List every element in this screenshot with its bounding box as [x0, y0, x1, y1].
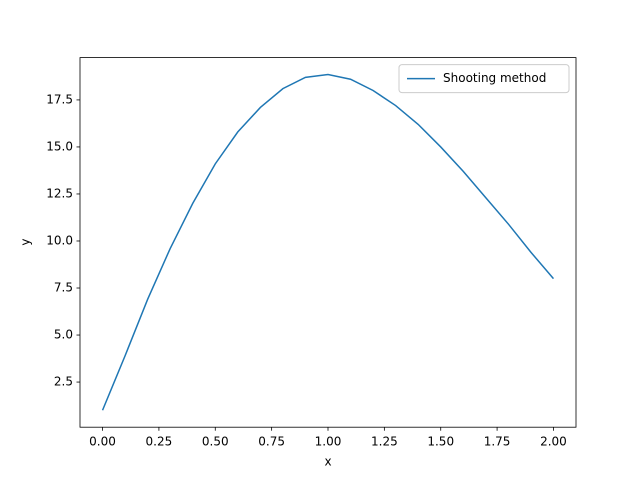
- x-tick-label: 2.00: [540, 435, 567, 449]
- y-tick-label: 10.0: [46, 233, 73, 247]
- y-tick-label: 17.5: [46, 92, 73, 106]
- x-tick-label: 1.50: [427, 435, 454, 449]
- y-tick-label: 12.5: [46, 186, 73, 200]
- legend-box: [398, 64, 570, 94]
- y-tick-label: 15.0: [46, 139, 73, 153]
- x-tick-label: 1.75: [484, 435, 511, 449]
- x-tick-label: 1.00: [315, 435, 342, 449]
- y-tick-label: 7.5: [54, 281, 73, 295]
- x-tick-label: 0.25: [146, 435, 173, 449]
- y-tick-label: 5.0: [54, 328, 73, 342]
- line-series: [101, 73, 555, 411]
- plot-frame: [79, 57, 577, 428]
- x-tick-label: 1.25: [371, 435, 398, 449]
- x-axis-label: x: [324, 455, 331, 469]
- legend-label: Shooting method: [443, 71, 546, 85]
- x-tick-label: 0.00: [89, 435, 116, 449]
- y-axis-label: y: [19, 238, 33, 245]
- x-tick-label: 0.50: [202, 435, 229, 449]
- x-tick-label: 0.75: [258, 435, 285, 449]
- y-tick-label: 2.5: [54, 375, 73, 389]
